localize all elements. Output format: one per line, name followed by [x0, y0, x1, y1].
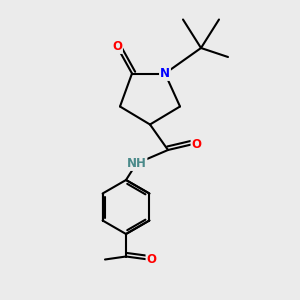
Text: O: O: [191, 137, 202, 151]
Text: N: N: [160, 67, 170, 80]
Text: NH: NH: [127, 157, 146, 170]
Text: O: O: [146, 253, 157, 266]
Text: O: O: [112, 40, 122, 53]
